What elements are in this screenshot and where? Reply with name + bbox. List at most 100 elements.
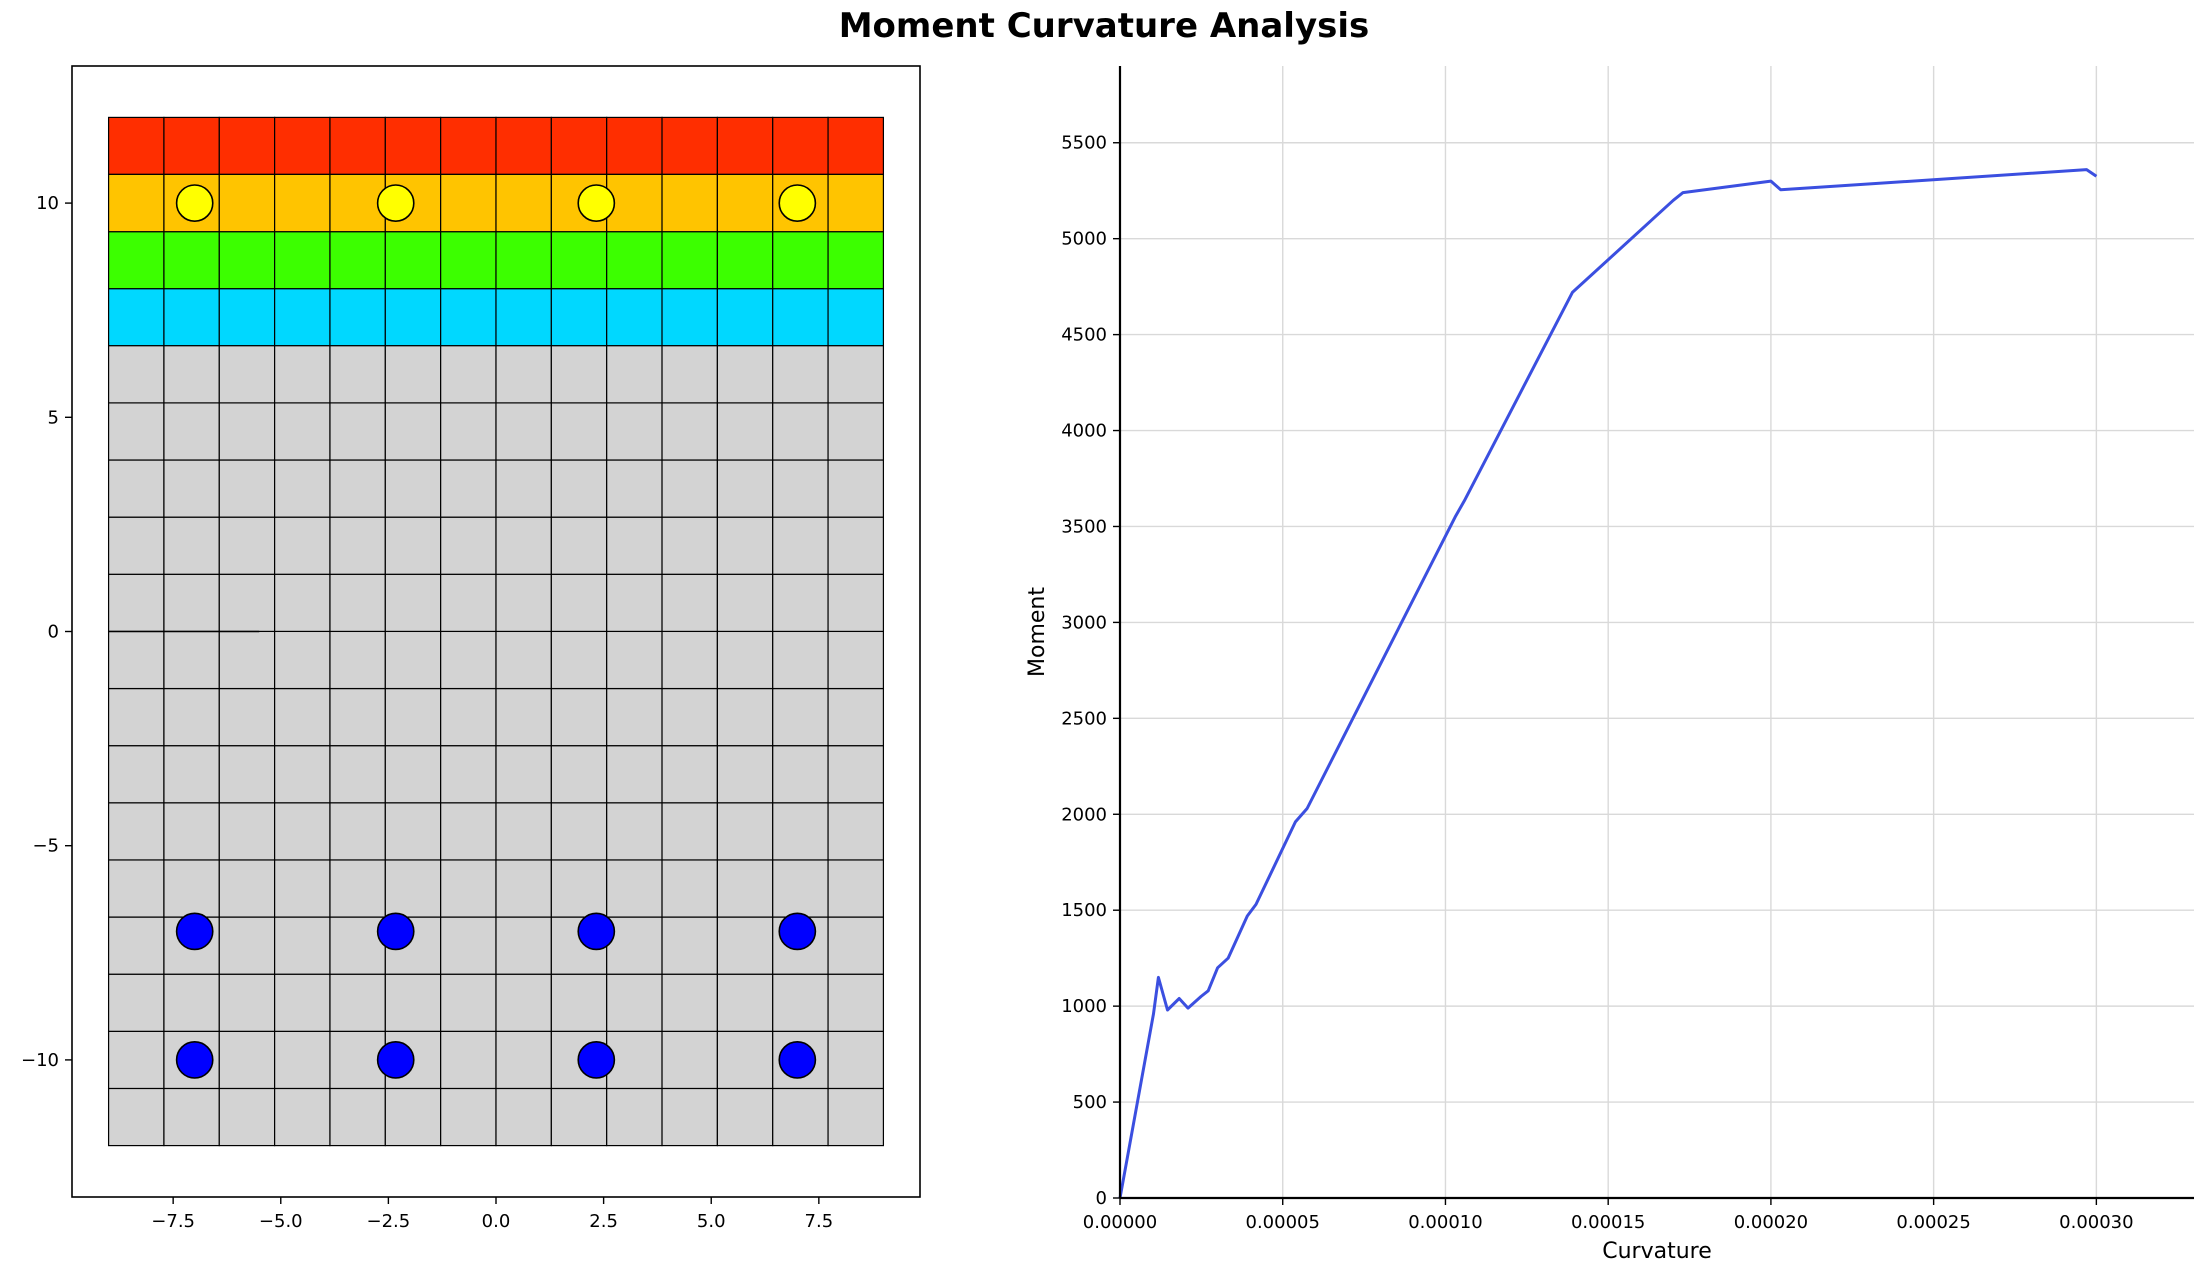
fiber-cell-grey bbox=[384, 516, 442, 575]
fiber-cell-grey bbox=[440, 516, 497, 575]
fiber-cell-green bbox=[550, 231, 608, 290]
y-tick-label: 3000 bbox=[1061, 612, 1107, 633]
fiber-cell-grey bbox=[606, 402, 663, 461]
fiber-cell-orange bbox=[827, 173, 885, 233]
x-tick-label: 0.00000 bbox=[1083, 1212, 1157, 1233]
fiber-cell-green bbox=[827, 231, 885, 290]
fiber-cell-red bbox=[329, 116, 386, 175]
fiber-cell-grey bbox=[329, 516, 386, 575]
fiber-cell-grey bbox=[218, 916, 276, 975]
x-tick-label: 0.00030 bbox=[2059, 1212, 2133, 1233]
fiber-cell-grey bbox=[661, 916, 718, 975]
fiber-cell-grey bbox=[440, 1087, 497, 1147]
fiber-cell-grey bbox=[606, 687, 663, 747]
fiber-cell-grey bbox=[384, 745, 442, 804]
fiber-cell-grey bbox=[661, 345, 718, 404]
fiber-cell-grey bbox=[107, 916, 165, 975]
fiber-cell-grey bbox=[495, 402, 552, 461]
fiber-cell-grey bbox=[772, 859, 829, 918]
fiber-cell-grey bbox=[495, 802, 552, 861]
fiber-cell-grey bbox=[606, 745, 663, 804]
fiber-cell-grey bbox=[163, 402, 220, 461]
fiber-cell-green bbox=[218, 231, 276, 290]
fiber-cell-grey bbox=[218, 802, 276, 861]
fiber-cell-grey bbox=[550, 630, 608, 690]
fiber-cell-orange bbox=[329, 173, 386, 233]
fiber-cell-grey bbox=[107, 802, 165, 861]
fiber-cell-grey bbox=[550, 687, 608, 747]
x-axis-label: Curvature bbox=[1602, 1239, 1712, 1264]
fiber-cell-grey bbox=[274, 916, 331, 975]
fiber-cell-grey bbox=[495, 345, 552, 404]
fiber-cell-grey bbox=[550, 402, 608, 461]
fiber-cell-grey bbox=[606, 573, 663, 633]
fiber-cell-orange bbox=[218, 173, 276, 233]
fiber-cell-red bbox=[495, 116, 552, 175]
fiber-cell-grey bbox=[550, 516, 608, 575]
x-tick-label: 5.0 bbox=[697, 1211, 726, 1232]
fiber-cell-orange bbox=[107, 173, 165, 233]
x-tick-label: 0.00010 bbox=[1408, 1212, 1482, 1233]
fiber-cell-grey bbox=[606, 459, 663, 518]
fiber-cell-green bbox=[495, 231, 552, 290]
fiber-cell-red bbox=[661, 116, 718, 175]
fiber-cell-grey bbox=[716, 459, 774, 518]
moment-curvature-series-line bbox=[1118, 168, 2098, 1199]
y-tick-label: 5000 bbox=[1061, 229, 1107, 250]
x-tick-label: 0.00005 bbox=[1246, 1212, 1320, 1233]
fiber-cell-orange bbox=[440, 173, 497, 233]
rebar-circle bbox=[376, 912, 415, 951]
fiber-cell-grey bbox=[107, 859, 165, 918]
fiber-cell-grey bbox=[716, 402, 774, 461]
fiber-cell-orange bbox=[274, 173, 331, 233]
fiber-cell-grey bbox=[163, 745, 220, 804]
fiber-cell-grey bbox=[384, 630, 442, 690]
fiber-cell-grey bbox=[274, 973, 331, 1032]
fiber-cell-grey bbox=[107, 745, 165, 804]
fiber-cell-grey bbox=[495, 516, 552, 575]
rebar-circle bbox=[778, 184, 817, 222]
fiber-cell-grey bbox=[772, 345, 829, 404]
fiber-cell-cyan bbox=[661, 288, 718, 347]
fiber-cell-grey bbox=[827, 745, 885, 804]
fiber-cell-grey bbox=[661, 802, 718, 861]
fiber-cell-grey bbox=[827, 687, 885, 747]
fiber-cell-grey bbox=[606, 973, 663, 1032]
fiber-cell-grey bbox=[163, 802, 220, 861]
fiber-cell-grey bbox=[550, 802, 608, 861]
fiber-cell-grey bbox=[606, 802, 663, 861]
fiber-cell-red bbox=[440, 116, 497, 175]
fiber-cell-grey bbox=[218, 345, 276, 404]
fiber-cell-grey bbox=[107, 630, 165, 690]
x-tick-label: 2.5 bbox=[589, 1211, 618, 1232]
fiber-cell-grey bbox=[384, 402, 442, 461]
fiber-cell-grey bbox=[329, 687, 386, 747]
y-tick-label: 3500 bbox=[1061, 516, 1107, 537]
fiber-cell-grey bbox=[661, 1030, 718, 1090]
rebar-circle bbox=[577, 184, 616, 222]
fiber-cell-grey bbox=[495, 859, 552, 918]
rebar-circle bbox=[577, 912, 616, 951]
fiber-cell-grey bbox=[218, 687, 276, 747]
fiber-cell-grey bbox=[716, 345, 774, 404]
rebar-circle bbox=[175, 184, 214, 222]
fiber-cell-grey bbox=[716, 573, 774, 633]
fiber-cell-cyan bbox=[606, 288, 663, 347]
fiber-cell-grey bbox=[384, 1087, 442, 1147]
y-tick-label: 0 bbox=[1096, 1188, 1107, 1209]
fiber-cell-grey bbox=[163, 345, 220, 404]
fiber-cell-cyan bbox=[550, 288, 608, 347]
fiber-cell-grey bbox=[716, 973, 774, 1032]
fiber-cell-grey bbox=[107, 516, 165, 575]
fiber-cell-grey bbox=[329, 630, 386, 690]
fiber-cell-grey bbox=[329, 1087, 386, 1147]
x-tick-label: 0.00025 bbox=[1896, 1212, 1970, 1233]
fiber-cell-grey bbox=[606, 345, 663, 404]
fiber-cell-grey bbox=[218, 1030, 276, 1090]
fiber-cell-green bbox=[661, 231, 718, 290]
fiber-cell-grey bbox=[440, 973, 497, 1032]
fiber-cell-grey bbox=[827, 973, 885, 1032]
fiber-cell-orange bbox=[716, 173, 774, 233]
fiber-cell-grey bbox=[329, 859, 386, 918]
